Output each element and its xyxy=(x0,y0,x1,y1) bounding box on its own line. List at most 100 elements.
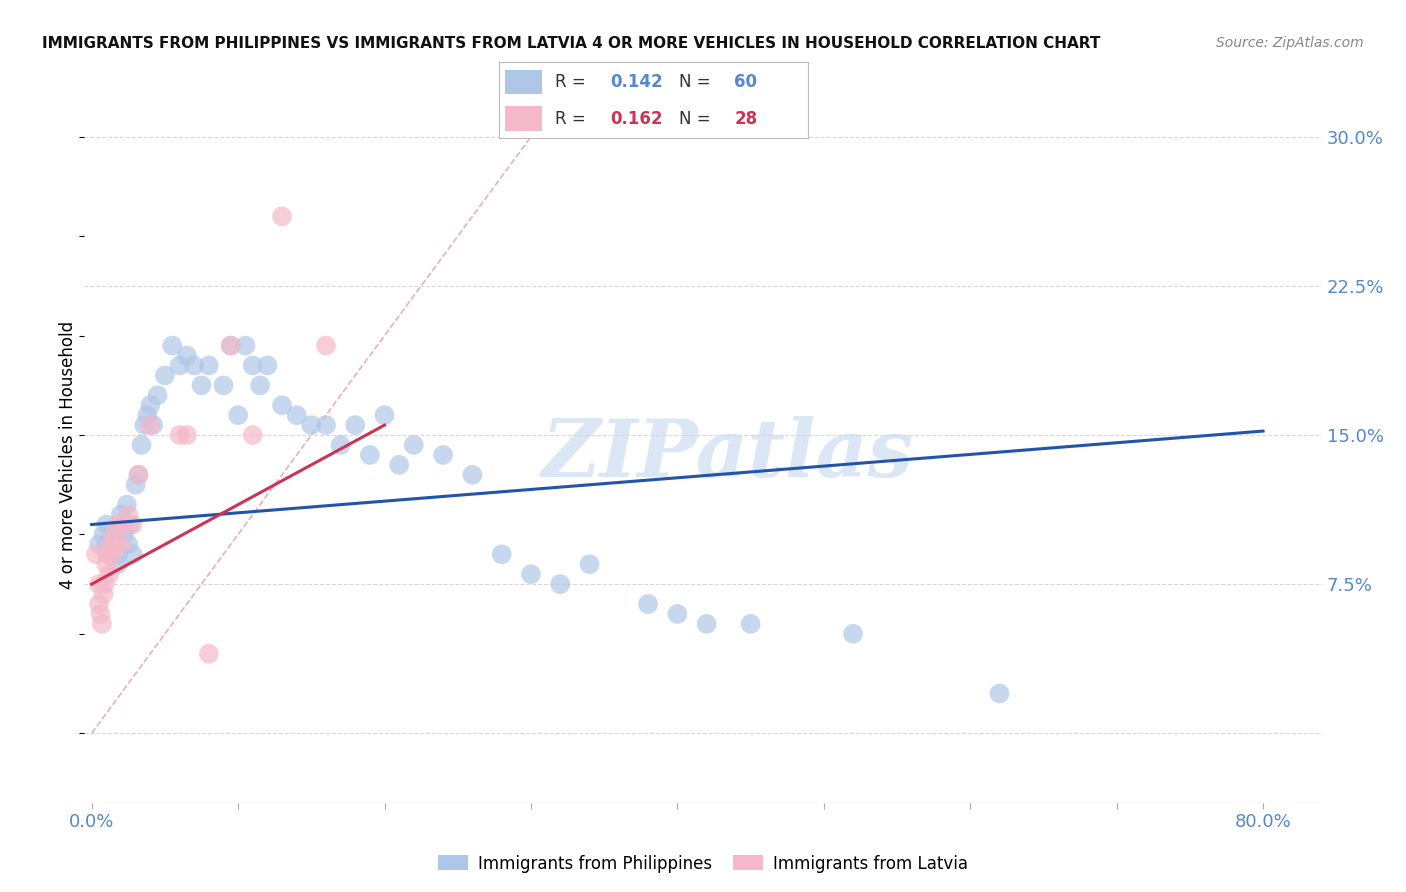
Point xyxy=(176,349,198,363)
Point xyxy=(112,517,135,532)
Point xyxy=(578,558,600,572)
Point xyxy=(104,537,127,551)
Point xyxy=(198,359,221,373)
Point xyxy=(104,527,127,541)
Text: IMMIGRANTS FROM PHILIPPINES VS IMMIGRANTS FROM LATVIA 4 OR MORE VEHICLES IN HOUS: IMMIGRANTS FROM PHILIPPINES VS IMMIGRANT… xyxy=(42,36,1101,51)
Point xyxy=(100,537,122,551)
Point xyxy=(94,577,117,591)
Point xyxy=(160,338,183,352)
Point xyxy=(271,210,294,224)
Point xyxy=(87,537,110,551)
Point xyxy=(107,547,129,561)
Text: 60: 60 xyxy=(734,73,758,91)
Point xyxy=(315,338,337,352)
Text: 0.142: 0.142 xyxy=(610,73,664,91)
Point xyxy=(285,408,308,422)
Point xyxy=(98,547,121,561)
Point xyxy=(115,498,138,512)
Point xyxy=(103,537,125,551)
Y-axis label: 4 or more Vehicles in Household: 4 or more Vehicles in Household xyxy=(59,321,77,589)
Point xyxy=(110,537,132,551)
Point xyxy=(242,359,264,373)
FancyBboxPatch shape xyxy=(505,106,543,130)
Point xyxy=(124,477,146,491)
Point xyxy=(315,418,337,433)
Point xyxy=(198,647,221,661)
Point xyxy=(402,438,425,452)
Point xyxy=(146,388,169,402)
Point xyxy=(134,418,156,433)
Point xyxy=(107,517,129,532)
Point xyxy=(84,547,107,561)
Point xyxy=(212,378,235,392)
Point xyxy=(87,577,110,591)
Point xyxy=(101,547,124,561)
Point xyxy=(107,558,129,572)
Point xyxy=(96,537,118,551)
Point xyxy=(226,408,249,422)
Point xyxy=(96,558,118,572)
Point xyxy=(491,547,513,561)
Text: 28: 28 xyxy=(734,110,758,128)
Text: N =: N = xyxy=(679,110,716,128)
Point xyxy=(142,418,165,433)
Point xyxy=(666,607,689,621)
Point xyxy=(548,577,571,591)
Legend: Immigrants from Philippines, Immigrants from Latvia: Immigrants from Philippines, Immigrants … xyxy=(432,848,974,880)
Point xyxy=(219,338,242,352)
Point xyxy=(90,616,112,631)
Point xyxy=(359,448,381,462)
Point xyxy=(97,547,120,561)
Point xyxy=(121,517,143,532)
Point xyxy=(117,537,139,551)
Text: R =: R = xyxy=(555,110,591,128)
Point xyxy=(103,527,125,541)
Point xyxy=(110,508,132,522)
Point xyxy=(169,359,191,373)
Point xyxy=(169,428,191,442)
Point xyxy=(131,438,153,452)
Point xyxy=(98,567,121,582)
Point xyxy=(432,448,454,462)
Point xyxy=(117,508,139,522)
Point xyxy=(139,398,162,412)
Point xyxy=(112,527,135,541)
Point xyxy=(93,587,115,601)
Point xyxy=(89,607,111,621)
Point xyxy=(190,378,212,392)
Point xyxy=(242,428,264,442)
Point xyxy=(235,338,257,352)
Point xyxy=(139,418,162,433)
Point xyxy=(344,418,367,433)
Point xyxy=(520,567,543,582)
Point xyxy=(637,597,659,611)
Text: Source: ZipAtlas.com: Source: ZipAtlas.com xyxy=(1216,36,1364,50)
Text: ZIPatlas: ZIPatlas xyxy=(541,417,914,493)
Point xyxy=(176,428,198,442)
Point xyxy=(153,368,176,383)
Point xyxy=(118,517,141,532)
Point xyxy=(696,616,718,631)
Text: 0.162: 0.162 xyxy=(610,110,664,128)
Point xyxy=(988,686,1011,700)
Point xyxy=(249,378,271,392)
Point xyxy=(256,359,278,373)
Point xyxy=(101,527,124,541)
Point xyxy=(136,408,159,422)
Text: R =: R = xyxy=(555,73,591,91)
Point xyxy=(128,467,150,482)
Point xyxy=(96,517,118,532)
Point xyxy=(373,408,395,422)
Point xyxy=(219,338,242,352)
Point xyxy=(128,467,150,482)
Point xyxy=(388,458,411,472)
Point xyxy=(842,627,865,641)
Point xyxy=(183,359,205,373)
Point xyxy=(121,547,143,561)
Point xyxy=(271,398,294,412)
Point xyxy=(87,597,110,611)
Point xyxy=(329,438,352,452)
Text: N =: N = xyxy=(679,73,716,91)
Point xyxy=(461,467,484,482)
Point xyxy=(740,616,762,631)
